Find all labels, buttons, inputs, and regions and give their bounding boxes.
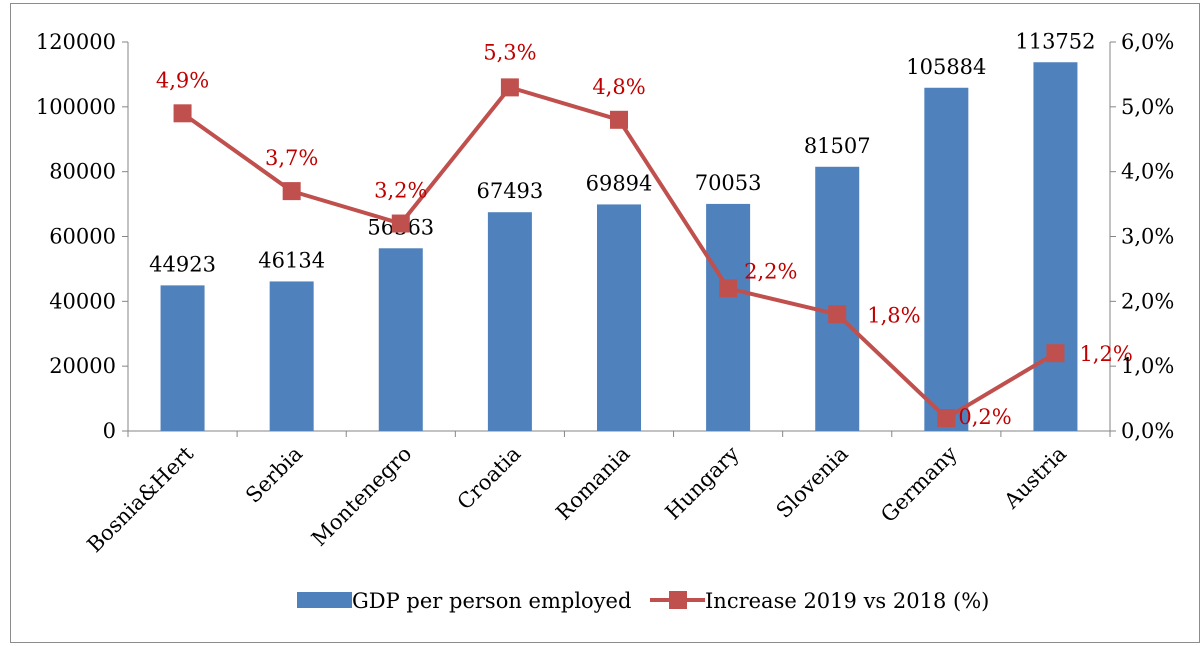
category-label: Montenegro xyxy=(307,442,416,551)
category-label: Serbia xyxy=(241,442,307,508)
line-data-label: 4,8% xyxy=(592,75,645,99)
legend-label-line: Increase 2019 vs 2018 (%) xyxy=(705,589,989,613)
category-label: Croatia xyxy=(453,442,526,515)
line-data-label: 1,8% xyxy=(867,303,920,327)
line-marker xyxy=(610,110,628,129)
right-axis-tick-label: 0,0% xyxy=(1121,419,1174,443)
bar-germany xyxy=(924,87,969,431)
category-axis-labels: Bosnia&Hert Serbia Montenegro Croatia Romani… xyxy=(82,441,1071,557)
line-data-label: 3,7% xyxy=(265,146,318,170)
right-axis-tick-label: 4,0% xyxy=(1121,160,1174,184)
legend-swatch-marker xyxy=(669,591,687,609)
line-data-label: 5,3% xyxy=(483,40,536,64)
line-marker xyxy=(173,104,192,123)
line-data-label: 3,2% xyxy=(374,179,427,203)
right-axis-tick-label: 5,0% xyxy=(1121,95,1174,119)
bar-austria xyxy=(1033,62,1078,431)
left-axis-tick-label: 60000 xyxy=(49,225,116,249)
line-marker xyxy=(937,409,956,428)
line-series xyxy=(173,78,1065,428)
line-data-label: 1,2% xyxy=(1079,342,1132,366)
category-label: Slovenia xyxy=(772,442,853,523)
right-axis-tick-label: 2,0% xyxy=(1121,289,1174,313)
category-label: Hungary xyxy=(661,441,744,524)
right-axis-tick-label: 3,0% xyxy=(1121,225,1174,249)
bar-slovenia xyxy=(815,166,860,431)
left-axis-tick-label: 120000 xyxy=(36,30,116,54)
category-label: Romania xyxy=(551,442,634,525)
bar-data-label: 44923 xyxy=(149,252,216,276)
bar-data-label: 105884 xyxy=(906,55,986,79)
legend-swatch-bars xyxy=(297,592,352,608)
legend: GDP per person employed Increase 2019 vs… xyxy=(297,589,989,613)
bar-croatia xyxy=(487,212,532,431)
bar-data-label: 46134 xyxy=(258,248,325,272)
bar-data-label: 69894 xyxy=(586,171,653,195)
right-axis-tick-label: 6,0% xyxy=(1121,30,1174,54)
line-marker xyxy=(282,182,301,201)
left-axis-tick-label: 0 xyxy=(103,419,116,443)
bar-hungary xyxy=(706,203,751,431)
line-marker xyxy=(719,279,738,298)
category-label: Austria xyxy=(999,442,1071,514)
line-data-label: 4,9% xyxy=(156,68,209,92)
bar-series xyxy=(160,62,1078,431)
left-axis-tick-label: 20000 xyxy=(49,354,116,378)
bar-data-label: 70053 xyxy=(695,171,762,195)
bar-romania xyxy=(597,204,641,431)
category-label: Germany xyxy=(876,441,962,527)
line-data-label: 0,2% xyxy=(958,405,1011,429)
bar-bosnia-hert xyxy=(160,285,205,431)
line-data-labels: 4,9% 3,7% 3,2% 5,3% 4,8% 2,2% 1,8% 0,2% 1,2% xyxy=(156,40,1133,429)
category-label: Bosnia&Hert xyxy=(82,441,198,557)
bar-data-labels: 4492346134563636749369894700538150710588… xyxy=(149,29,1095,276)
bar-data-label: 67493 xyxy=(476,179,543,203)
right-axis-tick-label: 1,0% xyxy=(1121,354,1174,378)
line-data-label: 2,2% xyxy=(744,259,797,283)
bar-serbia xyxy=(269,281,314,431)
line-marker xyxy=(1046,344,1065,363)
left-axis-tick-label: 80000 xyxy=(49,160,116,184)
line-marker xyxy=(391,214,410,233)
legend-label-bars: GDP per person employed xyxy=(352,589,631,613)
right-axis-tick-labels: 0,0% 1,0% 2,0% 3,0% 4,0% 5,0% 6,0% xyxy=(1121,30,1174,443)
bar-data-label: 113752 xyxy=(1015,29,1095,53)
left-axis-tick-labels: 0 20000 40000 60000 80000 100000 120000 xyxy=(36,30,116,443)
bar-data-label: 81507 xyxy=(804,134,871,158)
left-axis-tick-label: 40000 xyxy=(49,289,116,313)
left-axis-tick-label: 100000 xyxy=(36,95,116,119)
bar-montenegro xyxy=(378,248,423,431)
line-marker xyxy=(500,78,519,97)
line-marker xyxy=(828,305,847,324)
